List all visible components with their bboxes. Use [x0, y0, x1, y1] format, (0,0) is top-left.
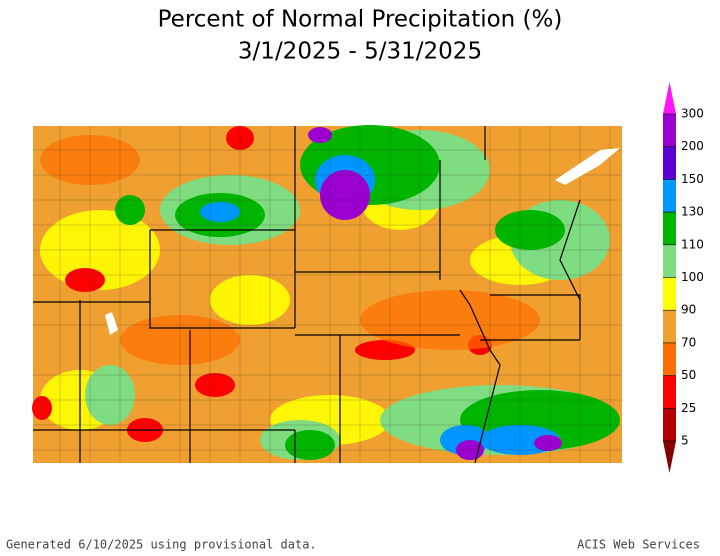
- color-bin: [663, 342, 676, 376]
- tick-label: 100: [681, 270, 704, 284]
- footer-left: Generated 6/10/2025 using provisional da…: [6, 538, 317, 552]
- tick-label: 50: [681, 368, 696, 382]
- tick-label: 90: [681, 303, 696, 317]
- color-bin: [663, 114, 676, 147]
- tick-label: 70: [681, 335, 696, 349]
- color-bin: [663, 212, 676, 245]
- color-bin: [663, 375, 676, 409]
- tick-label: 300: [681, 107, 704, 121]
- over-triangle: [663, 82, 676, 114]
- tick-label: 130: [681, 205, 704, 219]
- tick-label: 25: [681, 401, 696, 415]
- color-bin: [663, 408, 676, 441]
- color-bin: [663, 146, 676, 180]
- tick-label: 110: [681, 237, 704, 251]
- footer-right: ACIS Web Services: [577, 538, 700, 552]
- color-bin: [663, 244, 676, 278]
- tick-label: 150: [681, 172, 704, 186]
- map: [32, 125, 622, 464]
- color-bin: [663, 179, 676, 213]
- under-triangle: [663, 441, 676, 473]
- tick-label: 5: [681, 434, 689, 448]
- title-line: Percent of Normal Precipitation (%): [158, 7, 563, 33]
- color-bin: [663, 310, 676, 343]
- color-bar: 5 25 50 70 90 100 110 130 150 200 300: [663, 82, 704, 473]
- tick-label: 200: [681, 139, 704, 153]
- color-bin: [663, 277, 676, 311]
- title-line: 3/1/2025 - 5/31/2025: [238, 39, 482, 65]
